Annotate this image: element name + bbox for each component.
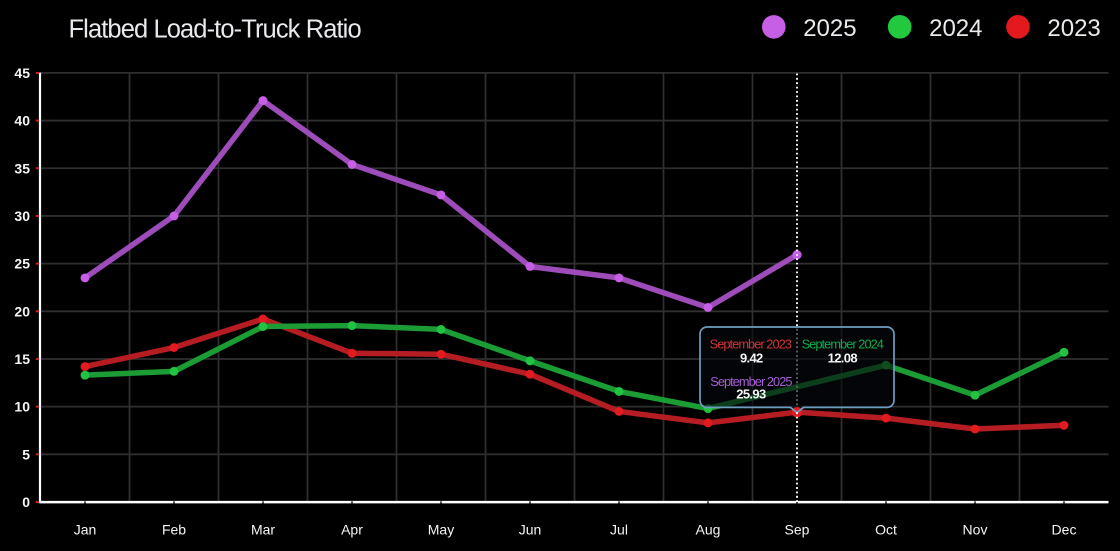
svg-text:15: 15 xyxy=(14,351,30,367)
svg-text:Mar: Mar xyxy=(251,522,275,538)
svg-text:May: May xyxy=(428,522,454,538)
svg-text:Jul: Jul xyxy=(610,522,628,538)
svg-text:Sep: Sep xyxy=(785,522,810,538)
svg-text:September 2024: September 2024 xyxy=(802,336,884,351)
svg-text:12.08: 12.08 xyxy=(828,350,858,365)
svg-text:2023: 2023 xyxy=(1047,15,1100,42)
svg-text:Nov: Nov xyxy=(963,522,988,538)
svg-text:Jan: Jan xyxy=(74,522,97,538)
svg-text:20: 20 xyxy=(14,303,30,319)
svg-text:5: 5 xyxy=(22,446,30,462)
svg-text:45: 45 xyxy=(14,65,30,81)
svg-text:Dec: Dec xyxy=(1052,522,1077,538)
svg-text:Flatbed Load-to-Truck Ratio: Flatbed Load-to-Truck Ratio xyxy=(69,16,362,44)
svg-text:September 2023: September 2023 xyxy=(710,336,792,351)
svg-text:Feb: Feb xyxy=(162,522,186,538)
svg-text:Jun: Jun xyxy=(519,522,542,538)
svg-text:2025: 2025 xyxy=(803,15,856,42)
svg-text:0: 0 xyxy=(22,494,30,510)
svg-text:2024: 2024 xyxy=(929,15,982,42)
svg-text:30: 30 xyxy=(14,208,30,224)
svg-text:10: 10 xyxy=(14,399,30,415)
svg-text:9.42: 9.42 xyxy=(740,350,763,365)
svg-text:40: 40 xyxy=(14,113,30,129)
svg-text:25.93: 25.93 xyxy=(736,387,766,402)
svg-text:35: 35 xyxy=(14,160,30,176)
svg-text:Oct: Oct xyxy=(875,522,897,538)
svg-text:Apr: Apr xyxy=(341,522,363,538)
svg-text:25: 25 xyxy=(14,256,30,272)
svg-text:September 2025: September 2025 xyxy=(710,374,792,389)
svg-text:Aug: Aug xyxy=(696,522,721,538)
